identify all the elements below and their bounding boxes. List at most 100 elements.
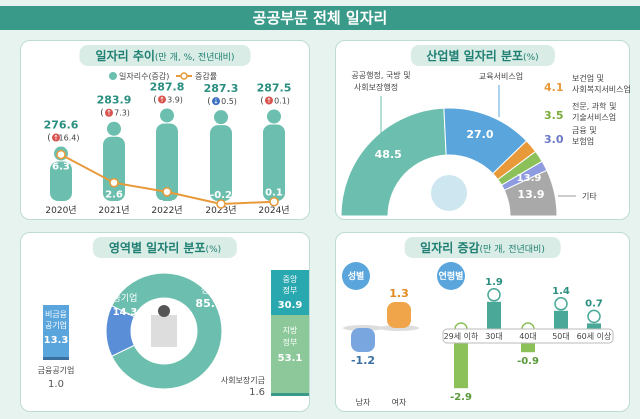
job-value: 287.3 <box>204 82 239 95</box>
age-label: 40대 <box>519 332 537 341</box>
year-label: 2022년 <box>151 205 182 216</box>
rate-point <box>162 187 172 197</box>
industry-label-3b: 기술서비스업 <box>572 112 616 122</box>
trend-title: 일자리 추이(만 개, %, 전년대비) <box>79 45 251 66</box>
job-bar <box>156 123 178 201</box>
rate-value: 2.6 <box>105 190 123 201</box>
industry-label-4a: 금융 및 <box>572 125 597 135</box>
sector-title: 영역별 일자리 분포(%) <box>92 237 238 258</box>
arrow-glyph: ↑ <box>159 96 165 104</box>
industry-label-0a: 공공행정, 국방 및 <box>351 70 410 80</box>
gender-label: 여자 <box>392 397 407 407</box>
job-change: 16.4) <box>59 134 80 143</box>
rate-value: 6.3 <box>52 162 70 173</box>
industry-value-2: 4.1 <box>544 81 564 94</box>
slice-value: 13.9 <box>517 173 542 184</box>
industry-value-3: 3.5 <box>544 109 564 122</box>
paren: ( <box>47 134 51 144</box>
rate-point <box>56 149 66 160</box>
age-bubble-label: 연령별 <box>439 270 464 282</box>
change-title: 일자리 증감(만 개, 전년대비) <box>404 237 561 258</box>
gender-value: 1.3 <box>389 287 409 300</box>
age-value: 1.4 <box>552 286 570 297</box>
age-value: -0.9 <box>517 356 539 367</box>
legend-rate-label: 증감률 <box>195 71 217 81</box>
rate-value: -0.2 <box>210 190 232 201</box>
general-gov-slice <box>111 272 223 390</box>
industry-label-4b: 보험업 <box>572 137 594 146</box>
page-title: 공공부문 전체 일자리 <box>0 6 640 30</box>
job-bar <box>50 161 72 201</box>
arrow-glyph: ↑ <box>266 97 272 105</box>
rate-point <box>269 196 279 207</box>
non-financial-label: 공기업 <box>45 321 67 330</box>
job-change: 7.3) <box>114 109 130 118</box>
person-head-icon <box>214 110 228 125</box>
person-icon <box>554 297 568 311</box>
financial-corp-bar <box>43 357 69 360</box>
people-illustration <box>431 175 467 211</box>
gender-bubble-label: 성별 <box>348 270 365 282</box>
person-icon <box>487 288 501 302</box>
job-value: 287.5 <box>257 82 292 95</box>
slice-value: 48.5 <box>375 148 402 161</box>
gender-bar <box>351 328 375 352</box>
central-gov-label: 중앙 <box>283 274 298 284</box>
gender-bar <box>387 302 411 328</box>
slice-value: 27.0 <box>466 128 493 141</box>
industry-title: 산업별 일자리 분포(%) <box>410 45 555 66</box>
paren: ( <box>207 97 211 107</box>
age-label: 29세 이하 <box>444 331 479 341</box>
job-value: 276.6 <box>44 119 79 132</box>
rate-point <box>216 199 226 209</box>
gender-label: 남자 <box>356 398 371 407</box>
industry-label-5: 기타 <box>582 192 597 201</box>
change-panel: 일자리 증감(만 개, 전년대비) 성별 연령별 -1.2 남자 1.3 여자 -2.9 1.… <box>335 232 630 412</box>
industry-value-4: 3.0 <box>544 133 564 146</box>
person-icon <box>587 309 601 324</box>
industry-slice <box>503 169 558 217</box>
local-gov-value: 53.1 <box>278 353 303 364</box>
arrow-up-icon <box>158 95 166 104</box>
social-security-value: 1.6 <box>249 387 265 398</box>
industry-label-1: 교육서비스업 <box>479 72 523 81</box>
sector-panel: 영역별 일자리 분포(%) 공기업 14.3 일반 정부 85.7 비금융 공기업 13.3 금… <box>20 232 310 412</box>
arrow-up-icon <box>52 133 60 142</box>
age-axis-strip <box>442 328 614 344</box>
general-gov-label: 일반 <box>201 273 218 284</box>
general-gov-value: 85.7 <box>195 297 222 310</box>
person-head-icon <box>267 109 281 124</box>
local-gov-bar <box>271 315 309 393</box>
year-label: 2021년 <box>98 205 129 216</box>
central-gov-bar <box>271 270 309 315</box>
arrow-up-icon <box>265 96 273 105</box>
public-corp-label: 공기업 <box>113 293 138 304</box>
age-label: 60세 이상 <box>577 331 612 341</box>
public-corp-value: 14.3 <box>113 307 138 318</box>
industry-label-0b: 사회보장행정 <box>354 82 398 92</box>
non-financial-label: 비금융 <box>45 310 67 319</box>
job-value: 287.8 <box>150 80 185 93</box>
arrow-up-icon <box>105 108 113 117</box>
central-gov-label: 정부 <box>283 285 298 295</box>
rate-value: 0.1 <box>265 188 283 199</box>
job-value: 283.9 <box>97 94 132 107</box>
non-financial-corp-bar <box>43 305 69 357</box>
central-gov-value: 30.9 <box>278 300 303 311</box>
industry-slice <box>340 107 447 217</box>
job-change: 3.9) <box>167 95 183 104</box>
arrow-glyph: ↑ <box>106 109 112 117</box>
legend-jobs-marker <box>109 72 117 80</box>
age-value: -2.9 <box>450 392 472 403</box>
age-bubble <box>437 262 465 290</box>
paren: ( <box>153 95 157 105</box>
age-label: 30대 <box>485 332 503 341</box>
job-change: 0.5) <box>221 97 237 106</box>
financial-corp-value: 1.0 <box>48 379 64 390</box>
age-value: 0.7 <box>585 298 603 309</box>
slice-value: 13.9 <box>517 188 544 201</box>
age-bar <box>487 301 501 336</box>
age-bar <box>454 336 468 389</box>
